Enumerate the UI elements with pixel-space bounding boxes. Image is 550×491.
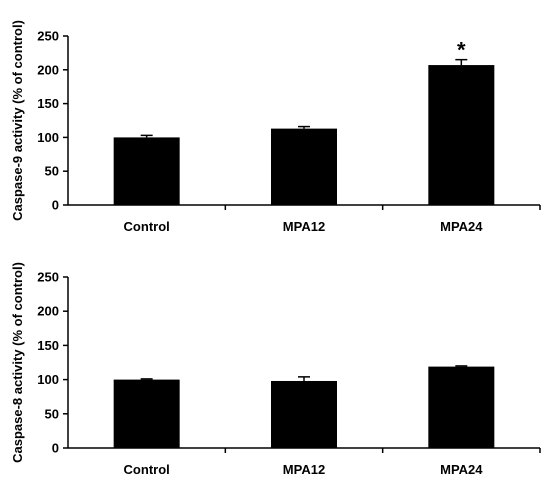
x-category-label: MPA24 [440,219,483,234]
chart-panel-1: 0 50 100 150 200 250 Control MPA12 MPA24 Caspase-… [10,262,541,477]
bar-control [113,379,180,448]
y-tick-label: 150 [37,338,59,353]
significance-marker: * [457,38,466,63]
y-tick-label: 250 [37,270,59,285]
chart-panel-0: 0 50 100 150 200 250 Control MPA12 * MPA24 Caspase… [10,20,541,234]
y-tick-label: 100 [37,130,59,145]
bar-mpa12 [271,380,337,448]
x-category-label: Control [124,219,170,234]
x-category-label: MPA12 [283,462,325,477]
bar-mpa24 [428,366,495,448]
y-tick-label: 250 [37,29,59,44]
x-category-label: MPA12 [283,219,325,234]
y-tick-label: 200 [37,304,59,319]
y-tick-label: 200 [37,62,59,77]
bar-mpa12 [271,128,337,205]
y-axis-title: Caspase-8 activity (% of control) [10,262,25,463]
x-category-label: Control [124,462,170,477]
y-tick-label: 0 [52,198,59,213]
bar-mpa24 [428,65,495,206]
y-tick-label: 100 [37,372,59,387]
bar-control [113,137,180,205]
y-axis-title: Caspase-9 activity (% of control) [10,20,25,221]
y-tick-label: 0 [52,441,59,456]
x-category-label: MPA24 [440,462,483,477]
y-tick-label: 50 [45,406,59,421]
y-tick-label: 150 [37,96,59,111]
y-tick-label: 50 [45,164,59,179]
